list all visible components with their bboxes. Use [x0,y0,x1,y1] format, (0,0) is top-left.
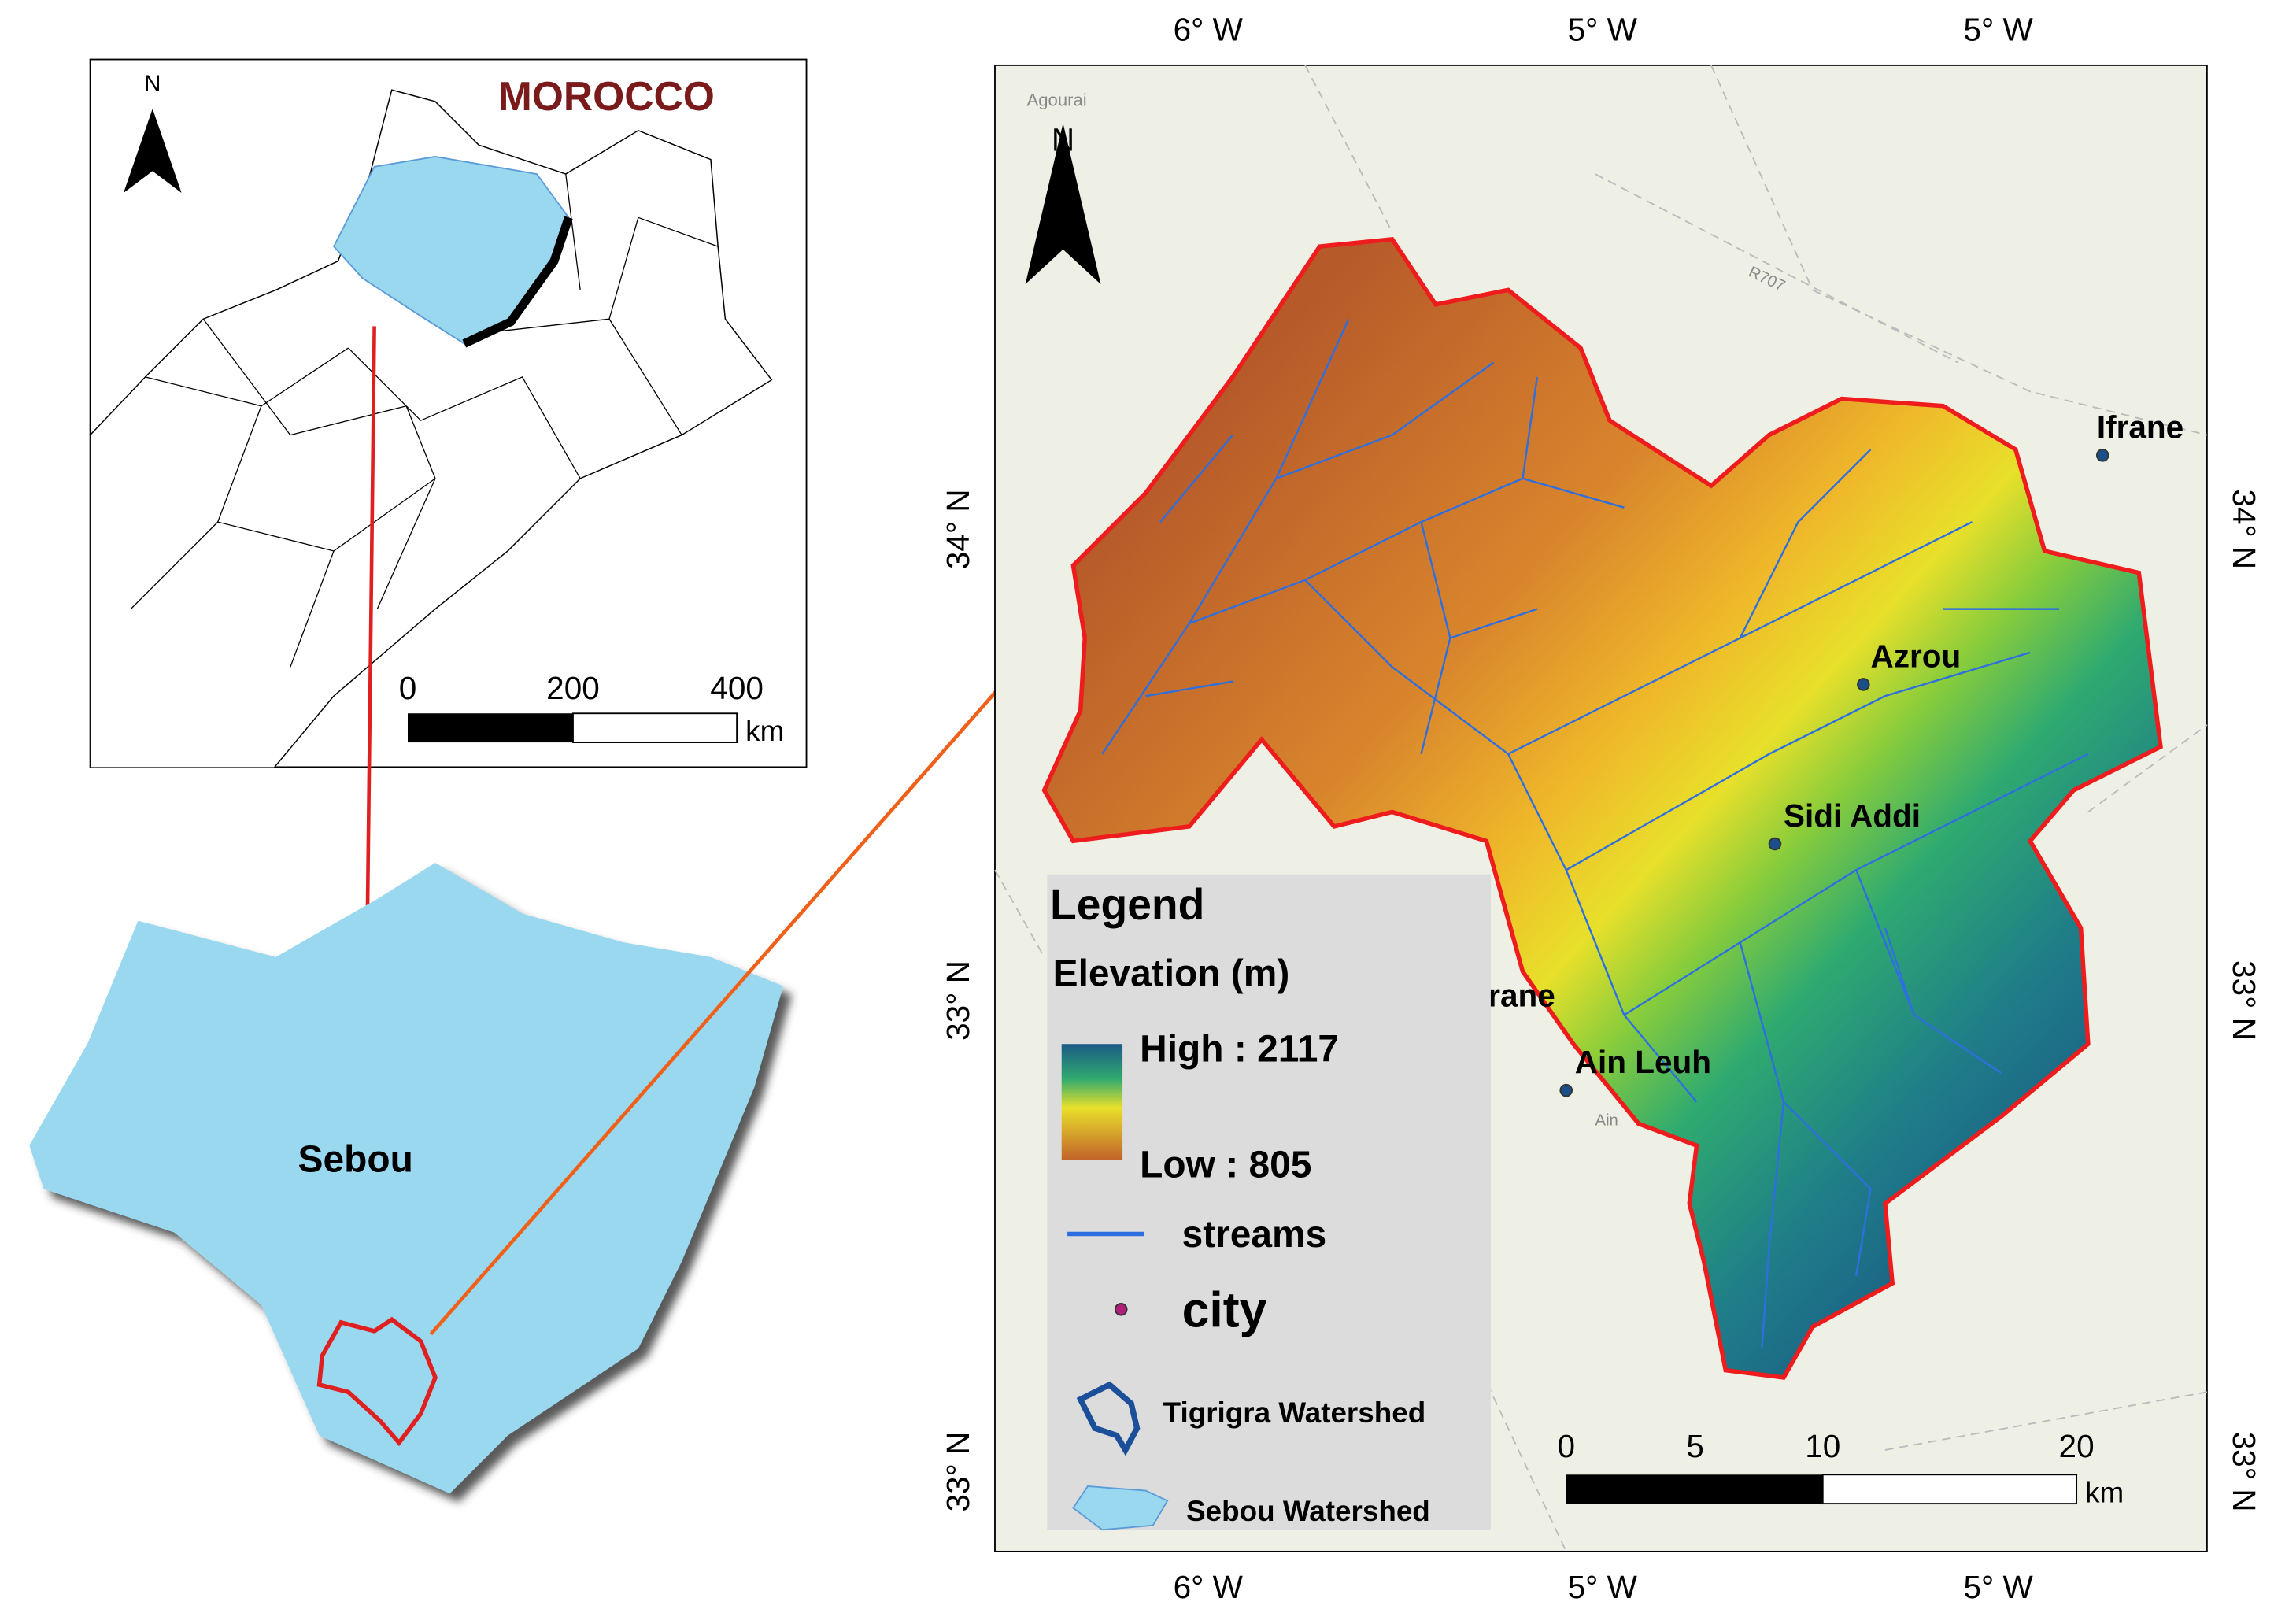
legend-label: city [1182,1282,1267,1337]
streams [1101,318,2089,1349]
scale-label: 400 [710,670,764,706]
north-arrow [1025,123,1101,285]
cities: Ifrane Azrou Sidi Addi Ain Leuh rane [1488,409,2183,1097]
city-point [1559,1083,1573,1097]
scale-unit: km [745,715,784,747]
scale-bar [1821,1474,2078,1505]
graticule-label: 5° W [1964,12,2034,48]
scale-label: 0 [399,670,417,706]
legend-box [1047,874,1491,1530]
graticule-label: 6° W [1174,12,1244,48]
north-arrow [123,109,182,193]
city-point [1857,678,1870,691]
tigrigra-outline [316,1316,438,1447]
city-swatch [1114,1303,1128,1316]
graticule-labels: 6° W 6° W 5° W 5° W 5° W 5° W 34° N 34° N 33° N 3… [940,12,2262,1605]
scale-label: 0 [1557,1428,1575,1464]
connector-line [365,326,376,945]
graticule-label: 33° N [2226,960,2262,1041]
graticule-label: 33° N [940,960,976,1041]
graticule-label: 5° W [1568,1569,1638,1605]
scale-bar [1566,1474,1823,1504]
tigrigra-swatch [1076,1381,1141,1456]
tigrigra-watershed [1041,237,2163,1380]
legend-subtitle: Elevation (m) [1053,953,1290,995]
city-point [2095,449,2109,462]
scale-label: 10 [1805,1428,1840,1464]
graticule-label: 6° W [1174,1569,1244,1605]
sebou-region [29,862,784,1494]
legend-label: Sebou Watershed [1186,1495,1430,1527]
region-label: Sebou [298,1138,413,1180]
background-label: Agourai [1027,90,1087,109]
city-label: Azrou [1871,638,1962,674]
background-roads [994,65,2208,1552]
scale-label: 5 [1686,1428,1704,1464]
legend-label: streams [1182,1214,1327,1256]
scale-bar [572,712,738,744]
country-title: MOROCCO [498,73,715,119]
scale-bar [407,713,573,743]
graticule-label: 34° N [2226,489,2262,569]
legend-title: Legend [1050,880,1204,929]
scale-label: 200 [546,670,600,706]
scale-unit: km [2085,1476,2124,1508]
north-label: N [1052,122,1074,158]
city-label: rane [1488,977,1555,1013]
city-point [1768,837,1782,851]
legend-label: Tigrigra Watershed [1163,1396,1426,1429]
city-label: Sidi Addi [1784,797,1921,834]
graticule-label: 5° W [1568,12,1638,48]
elevation-swatch [1061,1044,1123,1160]
legend-label: High : 2117 [1140,1028,1339,1070]
graticule-label: 34° N [940,489,976,569]
background-label: Ain [1595,1112,1618,1129]
city-label: Ifrane [2097,409,2183,445]
connector-line [429,658,1026,1336]
legend-label: Low : 805 [1140,1145,1311,1186]
city-label: Ain Leuh [1575,1044,1711,1080]
morocco-outline [90,89,773,768]
graticule-label: 33° N [940,1432,976,1512]
scale-label: 20 [2059,1428,2095,1464]
sebou-swatch [1072,1485,1169,1531]
north-label: N [144,71,161,97]
graticule-label: 33° N [2226,1432,2262,1512]
graticule-label: 5° W [1964,1569,2034,1605]
